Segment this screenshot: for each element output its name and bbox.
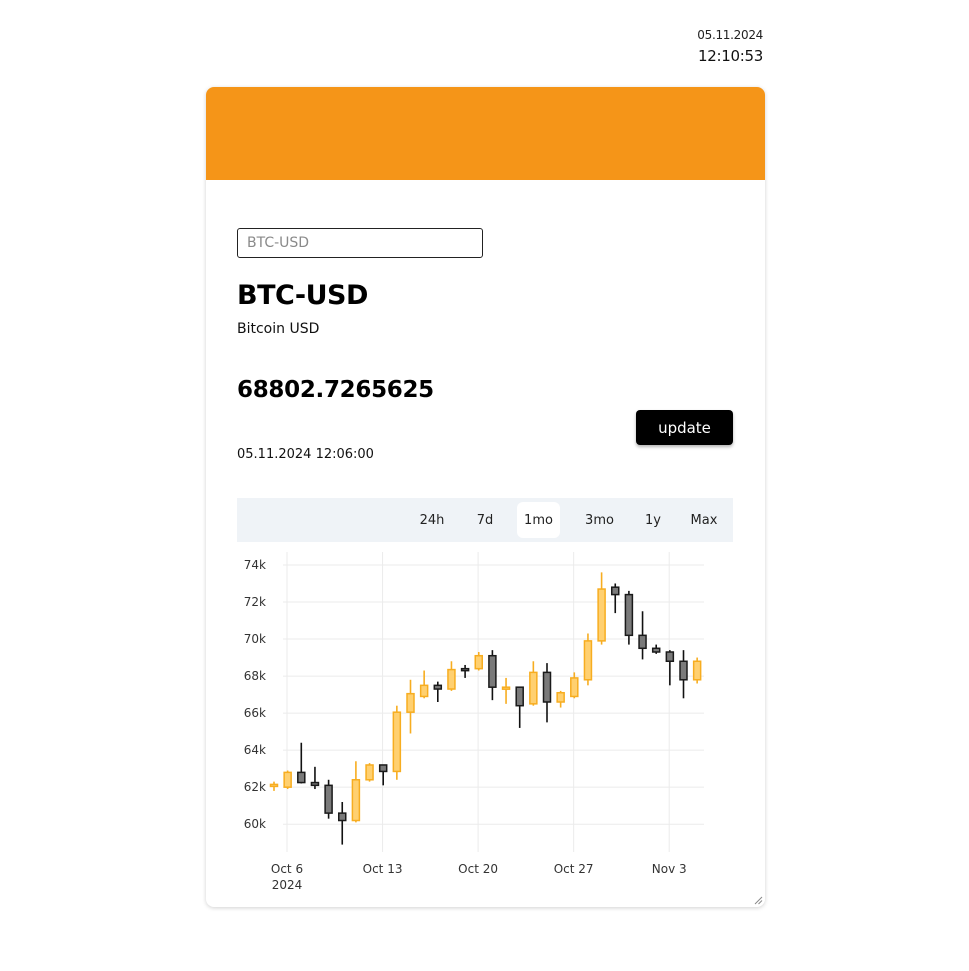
- candle-up: [283, 771, 292, 788]
- candle-down: [433, 684, 443, 690]
- clock: 05.11.2024 12:10:53: [697, 28, 763, 65]
- price-candlestick-chart[interactable]: 60k 62k 64k 66k 68k 70k 72k 74k Oct 6 2024 Oct 13 O…: [206, 542, 765, 902]
- candle-up: [556, 691, 565, 703]
- range-selector: 24h 7d 1mo 3mo 1y Max: [237, 498, 733, 542]
- candle-down: [515, 686, 524, 707]
- x-tick-label: Oct 27: [554, 862, 594, 876]
- candle-down: [665, 651, 675, 663]
- x-tick-label: Oct 20: [458, 862, 498, 876]
- candle-down: [651, 647, 661, 653]
- candle-down: [297, 771, 306, 784]
- candle-down: [310, 781, 320, 787]
- update-button[interactable]: update: [636, 410, 733, 445]
- candle-up: [351, 779, 361, 822]
- candle-up: [474, 654, 483, 670]
- candle-down: [324, 784, 333, 814]
- candle-up: [597, 588, 606, 642]
- x-tick-label: Oct 6: [271, 862, 303, 876]
- y-tick-label: 64k: [244, 743, 266, 757]
- y-tick-label: 74k: [244, 558, 266, 572]
- candle-down: [378, 764, 388, 773]
- candle-up: [583, 640, 593, 681]
- range-1y-button[interactable]: 1y: [638, 502, 668, 538]
- candle-down: [542, 671, 552, 703]
- candle-up: [419, 684, 429, 698]
- resize-handle-icon[interactable]: [754, 896, 763, 905]
- quote-timestamp: 05.11.2024 12:06:00: [237, 447, 374, 462]
- candle-down: [611, 586, 620, 596]
- range-max-button[interactable]: Max: [683, 502, 725, 538]
- ticker-card: BTC-USD Bitcoin USD 68802.7265625 update…: [206, 87, 765, 907]
- range-7d-button[interactable]: 7d: [469, 502, 501, 538]
- candle-up: [529, 671, 538, 705]
- x-tick-label: Oct 13: [363, 862, 403, 876]
- candle-up: [392, 711, 402, 773]
- ticker-symbol: BTC-USD: [237, 280, 368, 311]
- x-tick-label: Nov 3: [652, 862, 687, 876]
- candle-up: [365, 764, 374, 781]
- range-3mo-button[interactable]: 3mo: [577, 502, 622, 538]
- ticker-price: 68802.7265625: [237, 377, 434, 403]
- card-header: [206, 87, 765, 180]
- range-24h-button[interactable]: 24h: [411, 502, 453, 538]
- candle-up: [269, 783, 279, 788]
- candle-down: [638, 634, 647, 650]
- candle-up: [692, 660, 702, 681]
- y-tick-label: 68k: [244, 669, 266, 683]
- candle-up: [501, 686, 511, 690]
- candle-down: [679, 660, 688, 681]
- y-tick-label: 62k: [244, 780, 266, 794]
- symbol-search-input[interactable]: [237, 228, 483, 258]
- y-tick-label: 70k: [244, 632, 266, 646]
- y-tick-label: 72k: [244, 595, 266, 609]
- clock-time: 12:10:53: [698, 47, 763, 65]
- clock-date: 05.11.2024: [697, 28, 763, 42]
- candle-up: [447, 668, 456, 690]
- candle-down: [488, 654, 497, 688]
- y-tick-label: 60k: [244, 817, 266, 831]
- y-tick-label: 66k: [244, 706, 266, 720]
- candle-down: [624, 593, 634, 637]
- candle-up: [570, 677, 579, 698]
- range-1mo-button[interactable]: 1mo: [517, 502, 560, 538]
- ticker-name: Bitcoin USD: [237, 321, 320, 337]
- candle-down: [338, 812, 347, 822]
- x-tick-sublabel: 2024: [272, 878, 303, 892]
- candle-up: [406, 692, 415, 713]
- candle-down: [460, 667, 470, 672]
